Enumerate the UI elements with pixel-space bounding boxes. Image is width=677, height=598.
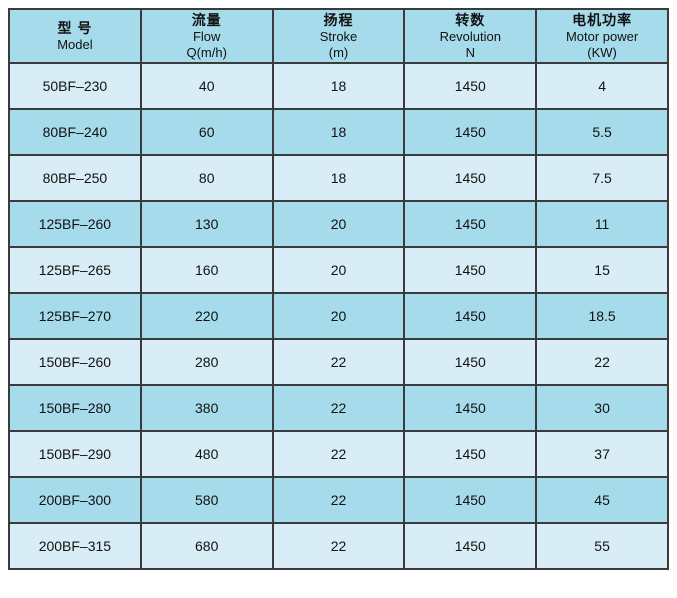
value-cell: 1450 <box>403 522 538 570</box>
value-cell: 1450 <box>403 476 538 524</box>
value-cell: 22 <box>271 430 406 478</box>
pump-spec-table: 型 号 Model 流量 Flow Q(m/h) 扬程 Stroke (m) 转… <box>8 8 669 570</box>
value-cell: 1450 <box>403 108 538 156</box>
model-cell: 125BF–270 <box>8 292 142 340</box>
column-header-motor-power: 电机功率 Motor power (KW) <box>535 8 669 64</box>
column-header-zh: 扬程 <box>323 11 354 28</box>
model-cell: 200BF–300 <box>8 476 142 524</box>
value-cell: 37 <box>535 430 669 478</box>
table-row: 80BF–240 60 18 1450 5.5 <box>8 108 669 156</box>
value-cell: 5.5 <box>535 108 669 156</box>
value-cell: 40 <box>139 62 274 110</box>
value-cell: 60 <box>139 108 274 156</box>
value-cell: 22 <box>535 338 669 386</box>
column-header-model: 型 号 Model <box>8 8 142 64</box>
value-cell: 1450 <box>403 338 538 386</box>
model-cell: 200BF–315 <box>8 522 142 570</box>
model-cell: 80BF–250 <box>8 154 142 202</box>
table-row: 80BF–250 80 18 1450 7.5 <box>8 154 669 202</box>
column-header-unit: Q(m/h) <box>186 44 227 60</box>
value-cell: 1450 <box>403 430 538 478</box>
value-cell: 18.5 <box>535 292 669 340</box>
value-cell: 18 <box>271 108 406 156</box>
column-header-en: Flow <box>192 28 221 44</box>
value-cell: 160 <box>139 246 274 294</box>
value-cell: 1450 <box>403 384 538 432</box>
model-cell: 150BF–290 <box>8 430 142 478</box>
column-header-en: Stroke <box>319 28 358 44</box>
value-cell: 130 <box>139 200 274 248</box>
value-cell: 1450 <box>403 200 538 248</box>
value-cell: 1450 <box>403 246 538 294</box>
value-cell: 220 <box>139 292 274 340</box>
value-cell: 680 <box>139 522 274 570</box>
value-cell: 20 <box>271 246 406 294</box>
column-header-en: Model <box>57 36 93 52</box>
column-header-unit: N <box>465 44 475 60</box>
column-header-stroke: 扬程 Stroke (m) <box>271 8 406 64</box>
value-cell: 30 <box>535 384 669 432</box>
value-cell: 280 <box>139 338 274 386</box>
value-cell: 22 <box>271 338 406 386</box>
model-cell: 125BF–265 <box>8 246 142 294</box>
column-header-unit: (m) <box>328 44 349 60</box>
column-header-zh: 电机功率 <box>572 11 633 28</box>
column-header-zh: 流量 <box>191 11 222 28</box>
value-cell: 18 <box>271 154 406 202</box>
model-cell: 150BF–260 <box>8 338 142 386</box>
value-cell: 22 <box>271 476 406 524</box>
value-cell: 480 <box>139 430 274 478</box>
value-cell: 45 <box>535 476 669 524</box>
column-header-unit: (KW) <box>587 44 617 60</box>
model-cell: 80BF–240 <box>8 108 142 156</box>
table-row: 200BF–300 580 22 1450 45 <box>8 476 669 524</box>
value-cell: 4 <box>535 62 669 110</box>
table-row: 125BF–260 130 20 1450 11 <box>8 200 669 248</box>
table-row: 200BF–315 680 22 1450 55 <box>8 522 669 570</box>
value-cell: 380 <box>139 384 274 432</box>
header-row: 型 号 Model 流量 Flow Q(m/h) 扬程 Stroke (m) 转… <box>8 8 669 64</box>
value-cell: 7.5 <box>535 154 669 202</box>
column-header-en: Motor power <box>565 28 639 44</box>
value-cell: 15 <box>535 246 669 294</box>
model-cell: 50BF–230 <box>8 62 142 110</box>
column-header-en: Revolution <box>439 28 501 44</box>
model-cell: 150BF–280 <box>8 384 142 432</box>
value-cell: 80 <box>139 154 274 202</box>
value-cell: 1450 <box>403 292 538 340</box>
value-cell: 22 <box>271 522 406 570</box>
spec-table-header: 型 号 Model 流量 Flow Q(m/h) 扬程 Stroke (m) 转… <box>8 8 669 64</box>
model-cell: 125BF–260 <box>8 200 142 248</box>
value-cell: 580 <box>139 476 274 524</box>
column-header-revolution: 转数 Revolution N <box>403 8 538 64</box>
table-row: 150BF–290 480 22 1450 37 <box>8 430 669 478</box>
column-header-zh: 型 号 <box>57 19 93 36</box>
table-row: 150BF–280 380 22 1450 30 <box>8 384 669 432</box>
table-row: 150BF–260 280 22 1450 22 <box>8 338 669 386</box>
column-header-flow: 流量 Flow Q(m/h) <box>139 8 274 64</box>
value-cell: 20 <box>271 200 406 248</box>
value-cell: 18 <box>271 62 406 110</box>
value-cell: 1450 <box>403 62 538 110</box>
value-cell: 11 <box>535 200 669 248</box>
table-row: 50BF–230 40 18 1450 4 <box>8 62 669 110</box>
value-cell: 20 <box>271 292 406 340</box>
value-cell: 55 <box>535 522 669 570</box>
value-cell: 22 <box>271 384 406 432</box>
column-header-zh: 转数 <box>455 11 486 28</box>
table-row: 125BF–265 160 20 1450 15 <box>8 246 669 294</box>
value-cell: 1450 <box>403 154 538 202</box>
table-row: 125BF–270 220 20 1450 18.5 <box>8 292 669 340</box>
spec-table-body: 50BF–230 40 18 1450 4 80BF–240 60 18 1450 5.5 80BF… <box>8 62 669 570</box>
